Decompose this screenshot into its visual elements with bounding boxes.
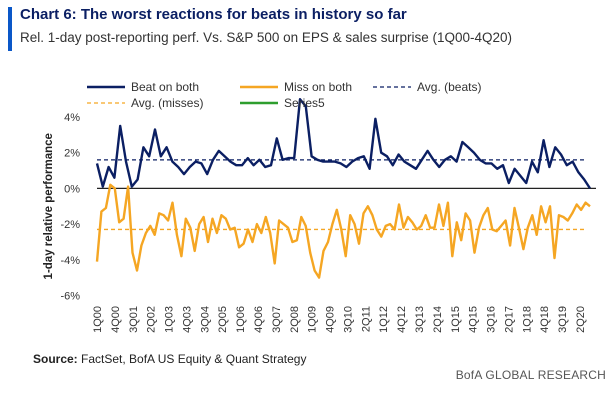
- x-tick-label: 4Q12: [396, 306, 408, 333]
- x-tick-label: 1Q18: [521, 306, 533, 333]
- x-tick-label: 3Q07: [271, 306, 283, 333]
- x-tick-label: 1Q00: [92, 306, 104, 333]
- x-tick-label: 4Q03: [181, 306, 193, 333]
- legend-label: Series5: [284, 96, 325, 110]
- x-tick-label: 1Q15: [450, 306, 462, 333]
- series-line-miss-on-both: [95, 183, 591, 279]
- chart-subtitle: Rel. 1-day post-reporting perf. Vs. S&P …: [20, 30, 512, 45]
- x-tick-label: 2Q08: [289, 306, 301, 333]
- x-tick-label: 3Q19: [557, 306, 569, 333]
- legend-label: Miss on both: [284, 80, 352, 94]
- x-tick-label: 3Q01: [128, 306, 140, 333]
- x-tick-label: 1Q03: [164, 306, 176, 333]
- chart-title: Chart 6: The worst reactions for beats i…: [20, 6, 407, 23]
- x-tick-label: 1Q06: [235, 306, 247, 333]
- brand-label: BofA GLOBAL RESEARCH: [455, 368, 606, 382]
- y-tick-label: 4%: [64, 112, 80, 124]
- x-tick-label: 2Q17: [503, 306, 515, 333]
- y-tick-label: 0%: [64, 183, 80, 195]
- x-tick-label: 2Q11: [360, 306, 372, 332]
- source-label: Source:: [33, 352, 78, 366]
- legend-label: Avg. (beats): [417, 80, 481, 94]
- x-tick-label: 4Q06: [253, 306, 265, 333]
- x-tick-label: 2Q14: [432, 306, 444, 333]
- legend-label: Beat on both: [131, 80, 199, 94]
- x-tick-label: 4Q00: [110, 306, 122, 333]
- y-tick-label: -2%: [60, 219, 80, 231]
- x-tick-label: 3Q10: [342, 306, 354, 333]
- source-text: FactSet, BofA US Equity & Quant Strategy: [77, 352, 307, 366]
- y-tick-label: -6%: [60, 291, 80, 303]
- x-tick-label: 2Q02: [146, 306, 158, 333]
- y-tick-label: 2%: [64, 148, 80, 160]
- title-accent-bar: [8, 7, 12, 51]
- x-tick-label: 2Q20: [575, 306, 587, 333]
- y-tick-label: -4%: [60, 255, 80, 267]
- x-tick-label: 2Q05: [217, 306, 229, 333]
- source-note: Source: FactSet, BofA US Equity & Quant …: [33, 352, 306, 366]
- x-tick-label: 3Q16: [486, 306, 498, 333]
- x-tick-label: 1Q09: [307, 306, 319, 333]
- x-tick-label: 4Q09: [325, 306, 337, 333]
- x-tick-label: 4Q18: [539, 306, 551, 333]
- x-tick-label: 1Q12: [378, 306, 390, 333]
- x-tick-label: 3Q04: [199, 306, 211, 333]
- x-tick-label: 3Q13: [414, 306, 426, 333]
- x-tick-label: 4Q15: [468, 306, 480, 333]
- legend-label: Avg. (misses): [131, 96, 203, 110]
- series-line-beat-on-both: [95, 97, 592, 190]
- y-axis-title: 1-day relative performance: [43, 133, 55, 279]
